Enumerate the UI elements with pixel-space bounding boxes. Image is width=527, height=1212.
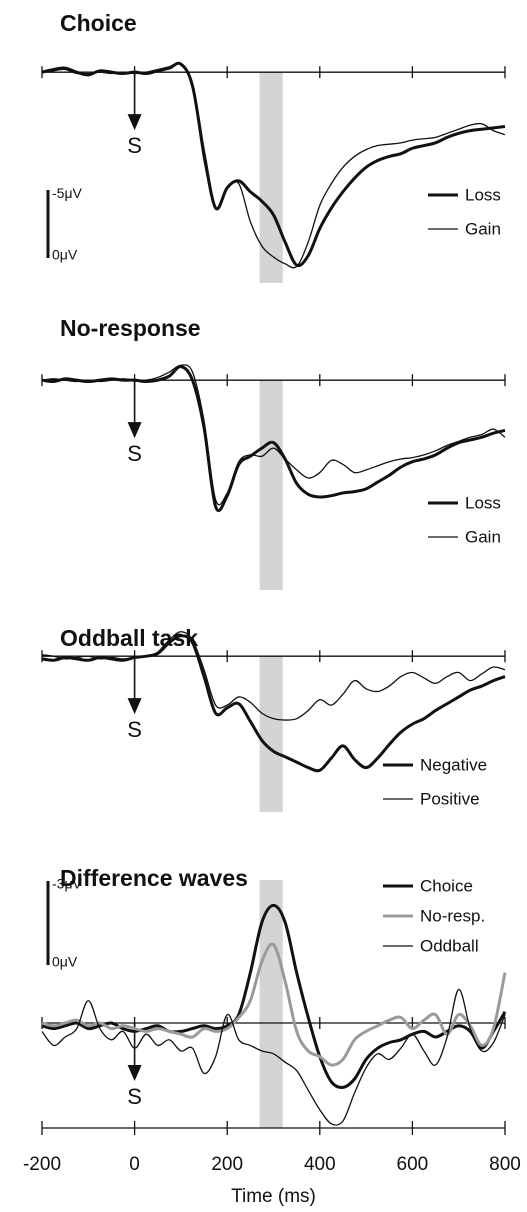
- waveform: [41, 634, 506, 773]
- panel-title: Difference waves: [60, 865, 248, 891]
- waveform: [41, 61, 506, 268]
- highlight-band: [259, 72, 283, 283]
- waveform: [41, 631, 506, 721]
- stimulus-label: S: [127, 1084, 142, 1109]
- x-tick-label: 600: [397, 1154, 429, 1175]
- x-tick-label: 0: [129, 1154, 140, 1175]
- legend-label: Gain: [465, 527, 501, 546]
- stimulus-arrowhead: [127, 114, 142, 131]
- legend-label: Gain: [465, 219, 501, 238]
- legend-label: Choice: [420, 876, 473, 895]
- stimulus-label: S: [127, 441, 142, 466]
- waveform: [41, 942, 507, 1067]
- legend-label: No-resp.: [420, 906, 485, 925]
- stimulus-label: S: [127, 717, 142, 742]
- waveform: [41, 988, 506, 1126]
- scale-label: -3μV: [52, 876, 83, 892]
- stimulus-label: S: [127, 133, 142, 158]
- scale-label: -5μV: [52, 185, 83, 201]
- scale-label: 0μV: [52, 954, 78, 970]
- legend-label: Loss: [465, 493, 501, 512]
- scale-label: 0μV: [52, 247, 78, 263]
- legend-label: Positive: [420, 789, 480, 808]
- stimulus-arrowhead: [127, 1065, 142, 1081]
- highlight-band: [259, 656, 283, 812]
- x-tick-label: -200: [23, 1154, 61, 1175]
- waveform: [41, 62, 506, 269]
- legend-label: Oddball: [420, 936, 479, 955]
- legend-label: Loss: [465, 185, 501, 204]
- stimulus-arrowhead: [127, 698, 142, 715]
- stimulus-arrowhead: [127, 422, 142, 439]
- x-tick-label: 400: [304, 1154, 336, 1175]
- x-axis-label: Time (ms): [231, 1186, 316, 1207]
- panel-title: Choice: [60, 10, 137, 36]
- waveform: [41, 365, 506, 513]
- waveform: [41, 364, 506, 506]
- legend-label: Negative: [420, 755, 487, 774]
- panel-title: No-response: [60, 315, 201, 341]
- highlight-band: [259, 380, 283, 590]
- highlight-band: [259, 880, 283, 1128]
- x-tick-label: 200: [211, 1154, 243, 1175]
- x-tick-label: 800: [489, 1154, 521, 1175]
